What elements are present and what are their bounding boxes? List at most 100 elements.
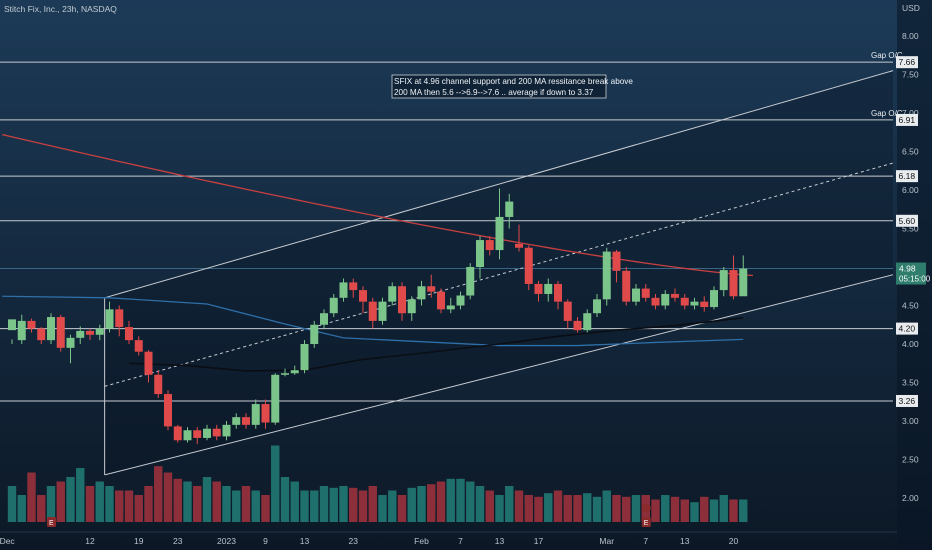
candle-body: [281, 373, 289, 375]
candle-body: [86, 330, 94, 335]
x-tick-label: Feb: [414, 536, 429, 546]
level-price-label: 6.91: [899, 115, 916, 125]
volume-bar: [193, 486, 202, 522]
candle-body: [125, 327, 133, 341]
candle-body: [437, 291, 445, 310]
annotation-box: [391, 74, 607, 99]
volume-bar: [427, 484, 436, 522]
candle-body: [339, 282, 348, 298]
volume-bar: [407, 487, 416, 522]
candle-body: [349, 282, 358, 291]
x-tick-label: 13: [680, 536, 690, 546]
volume-bar: [66, 477, 75, 522]
volume-bar: [378, 495, 387, 522]
y-tick-label: 2.00: [902, 493, 919, 503]
volume-bar: [232, 490, 241, 522]
volume-bar: [690, 502, 699, 522]
volume-bar: [290, 481, 299, 522]
x-tick-label: 23: [349, 536, 359, 546]
volume-bar: [456, 478, 465, 522]
ma-black-line: [128, 317, 744, 372]
volume-bar: [602, 490, 611, 522]
candle-body: [144, 351, 153, 375]
candle-body: [456, 295, 465, 306]
candle-body: [446, 305, 455, 310]
volume-bar: [271, 445, 280, 522]
candle-body: [524, 247, 533, 284]
candle-body: [700, 301, 709, 308]
candle-body: [271, 374, 280, 423]
candle-body: [554, 283, 562, 302]
channel-lower-line: [104, 274, 894, 476]
candle-body: [164, 394, 172, 427]
candle-body: [320, 313, 328, 325]
candle-body: [417, 286, 426, 300]
level-price-tag: [896, 56, 918, 69]
volume-bar: [709, 499, 719, 522]
candle-body: [359, 290, 367, 302]
x-tick-label: 7: [458, 536, 463, 546]
volume-bar: [700, 496, 709, 522]
y-tick-label: 7.50: [902, 70, 919, 80]
channel-fill: [104, 70, 893, 475]
last-price-tag: [896, 262, 926, 285]
candle-body: [76, 330, 85, 338]
volume-bar: [368, 486, 377, 522]
y-tick-label: 3.50: [902, 378, 919, 388]
volume-bar: [329, 487, 338, 522]
volume-bar: [495, 495, 504, 522]
candle-body: [719, 270, 728, 291]
volume-bar: [241, 486, 251, 522]
volume-bar: [183, 481, 192, 522]
volume-bar: [417, 486, 426, 522]
candle-body: [222, 424, 231, 437]
volume-bar: [124, 490, 134, 522]
volume-bar: [7, 486, 17, 522]
candle-body: [602, 251, 611, 300]
x-tick-label: 13: [495, 536, 505, 546]
x-tick-label: 7: [643, 536, 648, 546]
candle-body: [573, 320, 582, 331]
level-price-tag: [896, 322, 918, 335]
dividend-marker: [641, 503, 651, 513]
volume-bar: [76, 468, 85, 522]
volume-bar: [212, 481, 221, 522]
volume-bar: [719, 495, 728, 522]
candle-body: [37, 328, 46, 341]
volume-bar: [319, 486, 329, 522]
volume-bar: [17, 495, 26, 522]
volume-bar: [85, 486, 95, 522]
volume-bar: [651, 499, 660, 522]
y-tick-label: 5.50: [902, 224, 919, 234]
candle-body: [680, 297, 689, 306]
x-tick-label: Mar: [599, 536, 614, 546]
volume-bar: [446, 478, 455, 522]
level-note-label: Gap O/C: [871, 51, 903, 60]
candle-body: [671, 293, 679, 298]
level-note-label: Gap O/C: [871, 109, 903, 118]
volume-bar: [553, 490, 563, 522]
volume-bar: [475, 486, 485, 522]
candle-body: [534, 283, 543, 294]
volume-bar: [622, 496, 631, 522]
volume-bar: [261, 495, 270, 522]
volume-bar: [46, 486, 56, 522]
candle-body: [105, 309, 114, 329]
volume-bar: [310, 490, 319, 522]
candle-body: [563, 301, 572, 321]
level-price-tag: [896, 214, 918, 227]
candle-body: [290, 370, 299, 374]
y-tick-label: 8.00: [902, 31, 919, 41]
candle-body: [485, 240, 494, 251]
y-tick-label: 6.50: [902, 147, 919, 157]
volume-bar: [729, 499, 738, 522]
volume-bar: [280, 477, 290, 522]
x-tick-label: Dec: [0, 536, 15, 546]
candle-body: [261, 404, 270, 423]
volume-bar: [251, 490, 260, 522]
volume-bar: [202, 477, 212, 522]
level-price-tag: [896, 113, 918, 126]
volume-bar: [466, 481, 475, 522]
